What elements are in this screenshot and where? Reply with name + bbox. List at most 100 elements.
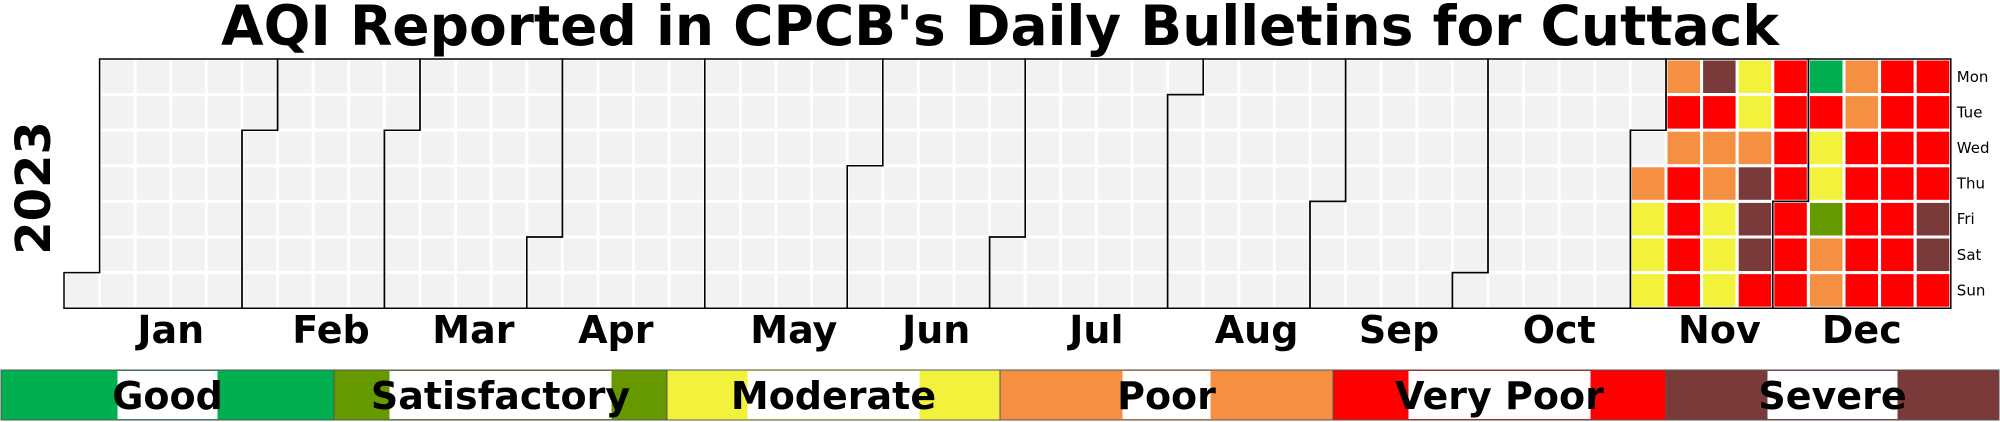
day-cell [1735, 164, 1775, 203]
weekday-label: Sat [1957, 246, 1982, 264]
day-cell [1023, 164, 1063, 203]
day-cell [952, 93, 992, 132]
day-cell [204, 235, 244, 275]
legend-label: Severe [1758, 374, 1906, 418]
day-cell [311, 164, 351, 203]
day-cell [240, 271, 280, 310]
day-cell [276, 235, 315, 275]
day-cell [1913, 271, 1953, 310]
day-cell [1450, 164, 1490, 203]
day-cell [845, 271, 885, 310]
day-cell [1201, 164, 1241, 203]
day-cell [1344, 128, 1383, 168]
day-cell [1130, 128, 1170, 168]
day-cell [1664, 271, 1704, 310]
day-cell [1878, 164, 1917, 203]
day-cell [1059, 271, 1098, 310]
day-cell [632, 235, 671, 275]
day-cell [1201, 199, 1241, 239]
day-cell [1771, 164, 1810, 203]
day-cell [560, 128, 600, 168]
day-cell [276, 271, 315, 310]
day-cell [1308, 271, 1348, 310]
day-cell [1166, 271, 1205, 310]
legend-label: Moderate [731, 374, 936, 418]
day-cell [1415, 57, 1454, 97]
day-cell [525, 128, 564, 168]
day-cell [240, 57, 280, 97]
year-label: 2023 [6, 121, 62, 255]
day-cell [1237, 271, 1276, 310]
day-cell [204, 164, 244, 203]
day-cell [1094, 271, 1134, 310]
day-cell [1415, 164, 1454, 203]
day-cell [1522, 199, 1561, 239]
day-cell [1344, 164, 1383, 203]
day-cell [1166, 164, 1205, 203]
day-cell [596, 199, 636, 239]
month-label: Nov [1678, 308, 1761, 352]
day-cell [1628, 93, 1668, 132]
day-cell [738, 235, 778, 275]
day-cell [133, 93, 173, 132]
day-cell [703, 235, 742, 275]
day-cell [774, 271, 814, 310]
day-cell [311, 235, 351, 275]
legend-label-bg [1767, 371, 1898, 419]
day-cell [916, 271, 956, 310]
day-cell [667, 57, 707, 97]
day-cell [1379, 93, 1419, 132]
day-cell [1166, 199, 1205, 239]
month-label: Jun [899, 308, 970, 352]
day-cell [1450, 235, 1490, 275]
day-cell [1415, 199, 1454, 239]
day-cell [632, 57, 671, 97]
day-cell [311, 199, 351, 239]
day-cell [1272, 93, 1312, 132]
day-cell [1735, 235, 1775, 275]
day-cell [204, 57, 244, 97]
day-cell [916, 235, 956, 275]
day-cell [988, 199, 1027, 239]
day-cell [418, 271, 458, 310]
day-cell [596, 57, 636, 97]
day-cell [1272, 128, 1312, 168]
day-cell [667, 93, 707, 132]
day-cell [1486, 128, 1526, 168]
month-label: May [750, 308, 837, 352]
day-cell [382, 199, 422, 239]
day-cell [1913, 128, 1953, 168]
day-cell [454, 57, 493, 97]
day-cell [311, 128, 351, 168]
day-cell [1486, 235, 1526, 275]
day-cell [1628, 199, 1668, 239]
day-cell [276, 199, 315, 239]
day-cell [1450, 93, 1490, 132]
day-cell [1557, 235, 1597, 275]
day-cell [98, 128, 137, 168]
day-cell [703, 128, 742, 168]
day-cell [881, 164, 920, 203]
day-cell [1130, 271, 1170, 310]
day-cell [596, 128, 636, 168]
day-cell [1771, 271, 1810, 310]
day-cell [204, 128, 244, 168]
day-cell [845, 164, 885, 203]
day-cell [347, 199, 386, 239]
day-cell [1130, 199, 1170, 239]
day-cell [169, 93, 208, 132]
weekday-label: Sun [1957, 281, 1986, 299]
day-cell [1593, 235, 1632, 275]
day-cell [169, 164, 208, 203]
day-cell [454, 93, 493, 132]
day-cell [276, 57, 315, 97]
legend-label-bg [1408, 371, 1591, 419]
day-cell [1771, 128, 1810, 168]
day-cell [1130, 93, 1170, 132]
day-cell [1557, 164, 1597, 203]
day-cell [1700, 235, 1739, 275]
day-cell [1735, 271, 1775, 310]
day-cell [810, 271, 849, 310]
day-cell [1593, 199, 1632, 239]
day-cell [276, 128, 315, 168]
